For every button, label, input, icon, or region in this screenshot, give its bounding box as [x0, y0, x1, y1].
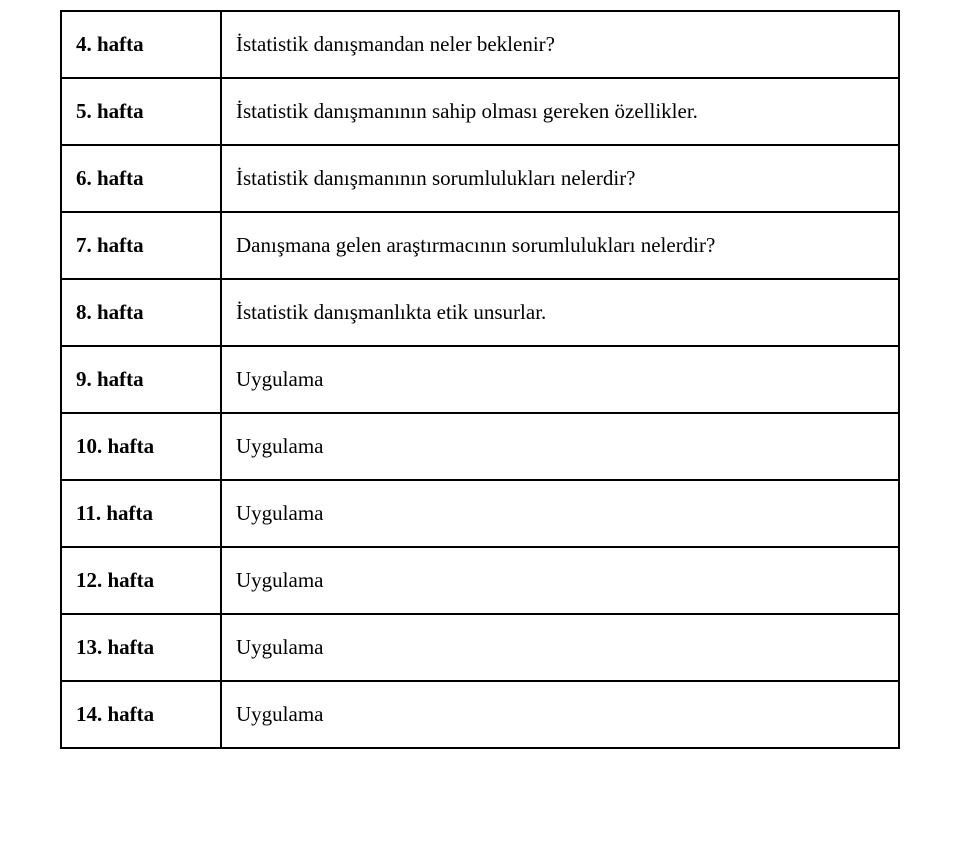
description-cell: Uygulama: [221, 480, 899, 547]
table-row: 13. hafta Uygulama: [61, 614, 899, 681]
description-cell: İstatistik danışmandan neler beklenir?: [221, 11, 899, 78]
week-cell: 5. hafta: [61, 78, 221, 145]
table-row: 9. hafta Uygulama: [61, 346, 899, 413]
week-cell: 12. hafta: [61, 547, 221, 614]
week-cell: 10. hafta: [61, 413, 221, 480]
week-cell: 4. hafta: [61, 11, 221, 78]
description-cell: Uygulama: [221, 681, 899, 748]
table-row: 11. hafta Uygulama: [61, 480, 899, 547]
page-container: 4. hafta İstatistik danışmandan neler be…: [0, 0, 960, 789]
description-cell: Uygulama: [221, 614, 899, 681]
table-row: 14. hafta Uygulama: [61, 681, 899, 748]
description-cell: Uygulama: [221, 413, 899, 480]
week-cell: 14. hafta: [61, 681, 221, 748]
table-row: 4. hafta İstatistik danışmandan neler be…: [61, 11, 899, 78]
description-cell: Danışmana gelen araştırmacının sorumlulu…: [221, 212, 899, 279]
table-row: 10. hafta Uygulama: [61, 413, 899, 480]
table-row: 7. hafta Danışmana gelen araştırmacının …: [61, 212, 899, 279]
description-cell: İstatistik danışmanlıkta etik unsurlar.: [221, 279, 899, 346]
table-row: 5. hafta İstatistik danışmanının sahip o…: [61, 78, 899, 145]
table-row: 12. hafta Uygulama: [61, 547, 899, 614]
description-cell: İstatistik danışmanının sorumlulukları n…: [221, 145, 899, 212]
description-cell: İstatistik danışmanının sahip olması ger…: [221, 78, 899, 145]
week-cell: 7. hafta: [61, 212, 221, 279]
week-cell: 6. hafta: [61, 145, 221, 212]
table-row: 8. hafta İstatistik danışmanlıkta etik u…: [61, 279, 899, 346]
description-cell: Uygulama: [221, 547, 899, 614]
table-row: 6. hafta İstatistik danışmanının sorumlu…: [61, 145, 899, 212]
week-cell: 11. hafta: [61, 480, 221, 547]
week-cell: 9. hafta: [61, 346, 221, 413]
schedule-table: 4. hafta İstatistik danışmandan neler be…: [60, 10, 900, 749]
week-cell: 13. hafta: [61, 614, 221, 681]
description-cell: Uygulama: [221, 346, 899, 413]
week-cell: 8. hafta: [61, 279, 221, 346]
